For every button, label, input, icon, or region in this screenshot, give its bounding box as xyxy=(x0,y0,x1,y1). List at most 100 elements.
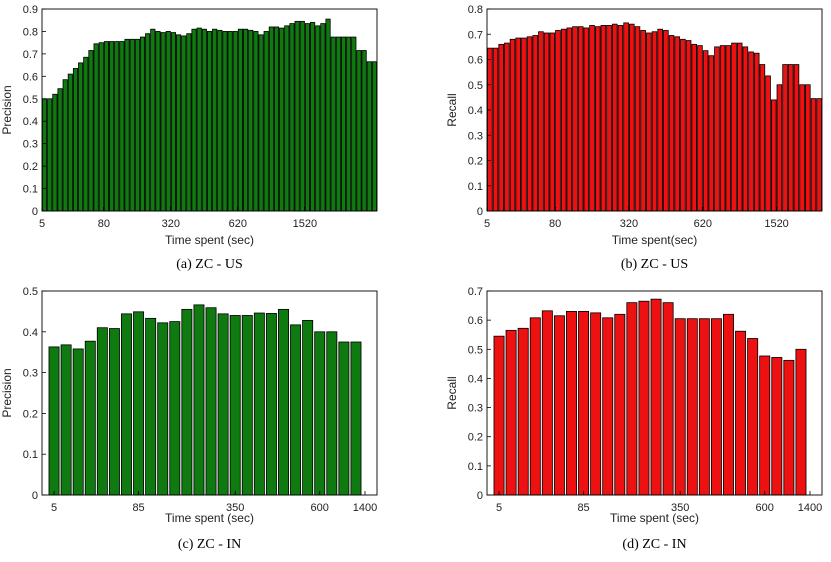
bar-13 xyxy=(560,28,567,212)
bar-19 xyxy=(139,36,146,212)
bar-54 xyxy=(320,23,326,212)
axes-frame xyxy=(41,8,378,212)
bar-44 xyxy=(736,42,743,212)
bar-36 xyxy=(227,31,233,212)
bar-46 xyxy=(279,27,285,212)
y-tick-label: 0 xyxy=(32,206,38,218)
y-tick-label: 0.4 xyxy=(468,105,483,117)
bar-47 xyxy=(284,25,290,212)
bar-14 xyxy=(114,41,120,212)
x-tick-label: 85 xyxy=(577,502,589,514)
bar-17 xyxy=(253,312,265,496)
bar-6 xyxy=(566,310,577,496)
bar-7 xyxy=(526,36,533,212)
bar-24 xyxy=(783,359,795,496)
bar-8 xyxy=(83,56,89,212)
y-tick-label: 0.3 xyxy=(23,139,38,151)
bar-12 xyxy=(193,304,205,496)
bar-6 xyxy=(121,313,132,496)
caption: (d) ZC - IN xyxy=(622,537,686,552)
bar-18 xyxy=(710,318,722,496)
y-tick-label: 0.5 xyxy=(23,286,38,298)
bar-27 xyxy=(181,35,187,212)
bar-56 xyxy=(330,36,336,212)
bar-0 xyxy=(42,98,48,212)
bar-10 xyxy=(543,32,550,212)
bar-58 xyxy=(340,36,347,212)
bar-43 xyxy=(263,31,269,212)
y-tick-label: 0 xyxy=(32,490,38,502)
bar-20 xyxy=(600,25,607,212)
bar-21 xyxy=(150,28,156,212)
y-tick-label: 0.6 xyxy=(23,71,38,83)
bar-54 xyxy=(793,64,800,212)
bar-23 xyxy=(326,331,338,496)
bar-29 xyxy=(191,28,197,212)
y-axis-label: Recall xyxy=(445,376,459,409)
x-tick-label: 350 xyxy=(226,502,244,514)
bar-4 xyxy=(509,38,516,212)
bar-31 xyxy=(201,28,207,212)
y-tick-label: 0.9 xyxy=(23,4,38,16)
bar-23 xyxy=(771,357,783,496)
bar-15 xyxy=(572,26,578,212)
bar-26 xyxy=(634,26,641,212)
bar-0 xyxy=(493,335,505,496)
bar-12 xyxy=(555,30,561,212)
x-tick-label: 5 xyxy=(39,218,45,230)
y-tick-label: 0.6 xyxy=(468,315,483,327)
bar-59 xyxy=(346,36,352,212)
bar-31 xyxy=(663,30,669,212)
x-tick-label: 620 xyxy=(694,218,712,230)
y-tick-label: 0.2 xyxy=(468,432,483,444)
y-tick-label: 0.2 xyxy=(23,161,38,173)
bar-62 xyxy=(361,50,367,212)
y-tick-label: 0.1 xyxy=(23,184,38,196)
bar-3 xyxy=(57,88,63,212)
bar-12 xyxy=(638,300,650,496)
x-tick-label: 600 xyxy=(756,502,774,514)
bar-2 xyxy=(72,348,84,496)
chart-2: 0 0.1 0.2 0.3 0.4 0.5 5 85 350 600 1400 Time spent … xyxy=(0,286,378,552)
x-tick-label: 1520 xyxy=(764,218,788,230)
bar-20 xyxy=(290,324,302,496)
axes-frame xyxy=(486,290,823,496)
bar-25 xyxy=(629,23,635,212)
x-axis-label: Time spent (sec) xyxy=(610,511,699,525)
y-tick-label: 0.3 xyxy=(23,368,38,380)
y-tick-label: 0 xyxy=(477,206,483,218)
caption: (a) ZC - US xyxy=(176,257,243,272)
bar-50 xyxy=(770,99,777,212)
bar-37 xyxy=(232,31,238,212)
bar-19 xyxy=(723,313,734,496)
bar-52 xyxy=(782,64,788,212)
bar-16 xyxy=(577,26,584,212)
y-tick-label: 0.1 xyxy=(23,449,38,461)
axes-frame xyxy=(41,290,378,496)
bars xyxy=(487,22,822,212)
bar-49 xyxy=(294,20,300,212)
bar-3 xyxy=(504,42,510,212)
x-tick-label: 320 xyxy=(162,218,180,230)
bar-51 xyxy=(776,84,783,212)
bar-1 xyxy=(60,344,72,496)
bars xyxy=(42,18,377,212)
bar-24 xyxy=(338,341,350,496)
bar-10 xyxy=(93,43,99,212)
bar-9 xyxy=(88,50,94,212)
bar-2 xyxy=(517,327,529,496)
bar-32 xyxy=(668,35,675,212)
bar-25 xyxy=(170,32,176,212)
bar-16 xyxy=(241,315,253,496)
bar-40 xyxy=(248,29,254,212)
x-tick-label: 5 xyxy=(484,218,490,230)
bar-8 xyxy=(145,317,157,496)
bar-21 xyxy=(302,319,314,496)
bar-22 xyxy=(155,31,161,212)
bar-42 xyxy=(258,34,264,212)
x-axis-label: Time spent(sec) xyxy=(612,233,698,247)
y-tick-label: 0.6 xyxy=(468,55,483,67)
bar-32 xyxy=(206,31,213,212)
bar-11 xyxy=(181,308,193,496)
bar-13 xyxy=(650,298,662,496)
